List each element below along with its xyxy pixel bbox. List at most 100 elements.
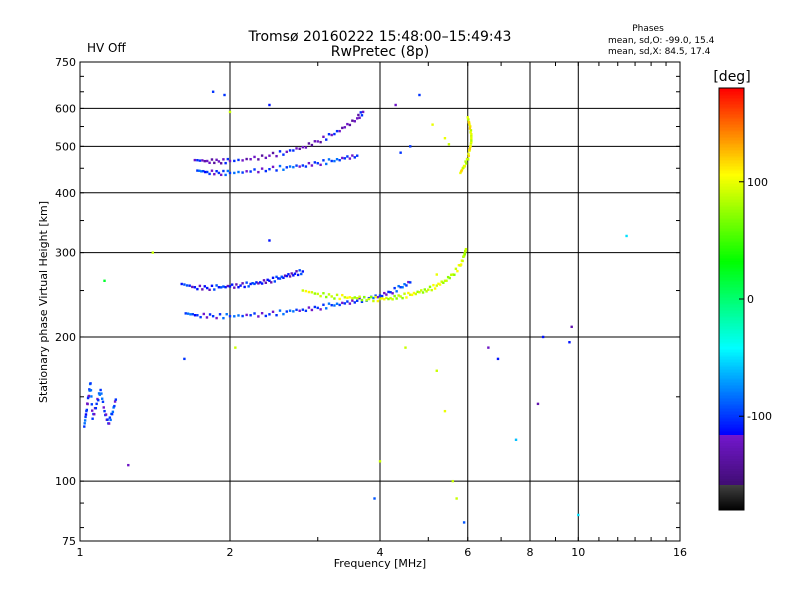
trace-point [433, 287, 437, 290]
colorbar-segment [719, 186, 744, 188]
colorbar-segment [719, 114, 744, 116]
colorbar-segment [719, 419, 744, 421]
x-tick-label: 10 [571, 546, 585, 559]
trace-point [205, 286, 209, 290]
trace-point [260, 167, 264, 170]
colorbar-segment [719, 238, 744, 240]
colorbar-segment [719, 211, 744, 213]
colorbar-segment [719, 219, 744, 221]
trace-point [285, 150, 288, 154]
trace-point [257, 315, 260, 318]
trace-point [325, 138, 328, 141]
colorbar-segment [719, 303, 744, 305]
hv-status: HV Off [87, 41, 126, 55]
trace-point [241, 314, 244, 318]
colorbar-tick-label: 100 [747, 176, 768, 189]
trace-point [416, 290, 419, 294]
trace-point [423, 288, 426, 291]
colorbar-segment [719, 158, 744, 160]
trace-point [462, 166, 465, 169]
colorbar-segment [719, 451, 744, 453]
trace-point [389, 291, 392, 294]
trace-point [469, 129, 473, 132]
trace-point [219, 286, 223, 289]
trace-point [270, 281, 273, 284]
colorbar-segment [719, 106, 744, 108]
colorbar-segment [719, 122, 744, 124]
colorbar-segment [719, 452, 744, 454]
trace-point [260, 312, 264, 315]
colorbar-segment [719, 182, 744, 184]
colorbar-segment [719, 221, 744, 223]
trace-point [90, 395, 93, 398]
y-tick-label: 100 [55, 475, 76, 488]
colorbar-segment [719, 395, 744, 397]
scatter-point [431, 123, 434, 126]
colorbar-segment [719, 281, 744, 283]
trace-point [211, 314, 215, 318]
colorbar-segment [719, 460, 744, 462]
trace-point [335, 302, 339, 305]
colorbar-segment [719, 203, 744, 205]
trace-point [84, 415, 87, 419]
colorbar-segment [719, 121, 744, 123]
colorbar-segment [719, 345, 744, 347]
trace-point [99, 388, 102, 392]
colorbar-segment [719, 413, 744, 415]
trace-point [278, 164, 282, 168]
colorbar-segment [719, 496, 744, 498]
colorbar-segment [719, 467, 744, 469]
colorbar-segment [719, 341, 744, 343]
trace-point [268, 154, 271, 157]
trace-point [204, 170, 207, 174]
trace-point [202, 312, 206, 316]
scatter-point [418, 93, 421, 97]
colorbar-segment [719, 407, 744, 409]
trace-point [360, 298, 364, 302]
colorbar-segment [719, 263, 744, 265]
trace-point [243, 285, 246, 289]
colorbar-segment [719, 404, 744, 406]
plot-area: 1 2 4 6 8 10 16 75 100 200 300 400 500 600 750 [55, 56, 687, 559]
trace-point [264, 156, 268, 160]
trace-point [325, 162, 328, 166]
trace-point [466, 116, 469, 119]
y-tick-label: 75 [62, 535, 76, 548]
colorbar-label: [deg] [713, 69, 750, 85]
colorbar-segment [719, 480, 744, 482]
scatter-point [462, 521, 466, 524]
x-tick-label: 2 [227, 546, 234, 559]
colorbar-segment [719, 390, 744, 392]
trace-point [442, 281, 445, 284]
colorbar-segment [719, 428, 744, 430]
colorbar-segment [719, 277, 744, 279]
y-axis-label: Stationary phase Virtual Height [km] [37, 201, 50, 403]
colorbar-segment [719, 291, 744, 293]
trace-point [343, 157, 347, 160]
trace-point [440, 280, 443, 283]
trace-point [450, 273, 453, 276]
trace-point [405, 296, 408, 299]
colorbar-segment [719, 166, 744, 168]
trace-point [100, 397, 104, 400]
trace-point [353, 156, 356, 159]
trace-point [224, 161, 227, 165]
trace-point [271, 165, 275, 169]
trace-point [241, 159, 244, 162]
trace-point [341, 126, 344, 130]
colorbar-segment [719, 127, 744, 129]
trace-point [397, 294, 400, 297]
trace-point [393, 294, 396, 298]
trace-point [260, 282, 264, 285]
trace-point [275, 275, 278, 279]
colorbar-segment [719, 312, 744, 314]
trace-point [278, 277, 282, 280]
scatter-point [487, 346, 490, 349]
colorbar-segment [719, 482, 744, 484]
trace-point [249, 170, 252, 173]
y-tick-label: 600 [55, 102, 76, 115]
trace-point [327, 133, 331, 136]
trace-point [104, 413, 108, 416]
trace-point [208, 161, 211, 165]
colorbar-segment [719, 439, 744, 441]
